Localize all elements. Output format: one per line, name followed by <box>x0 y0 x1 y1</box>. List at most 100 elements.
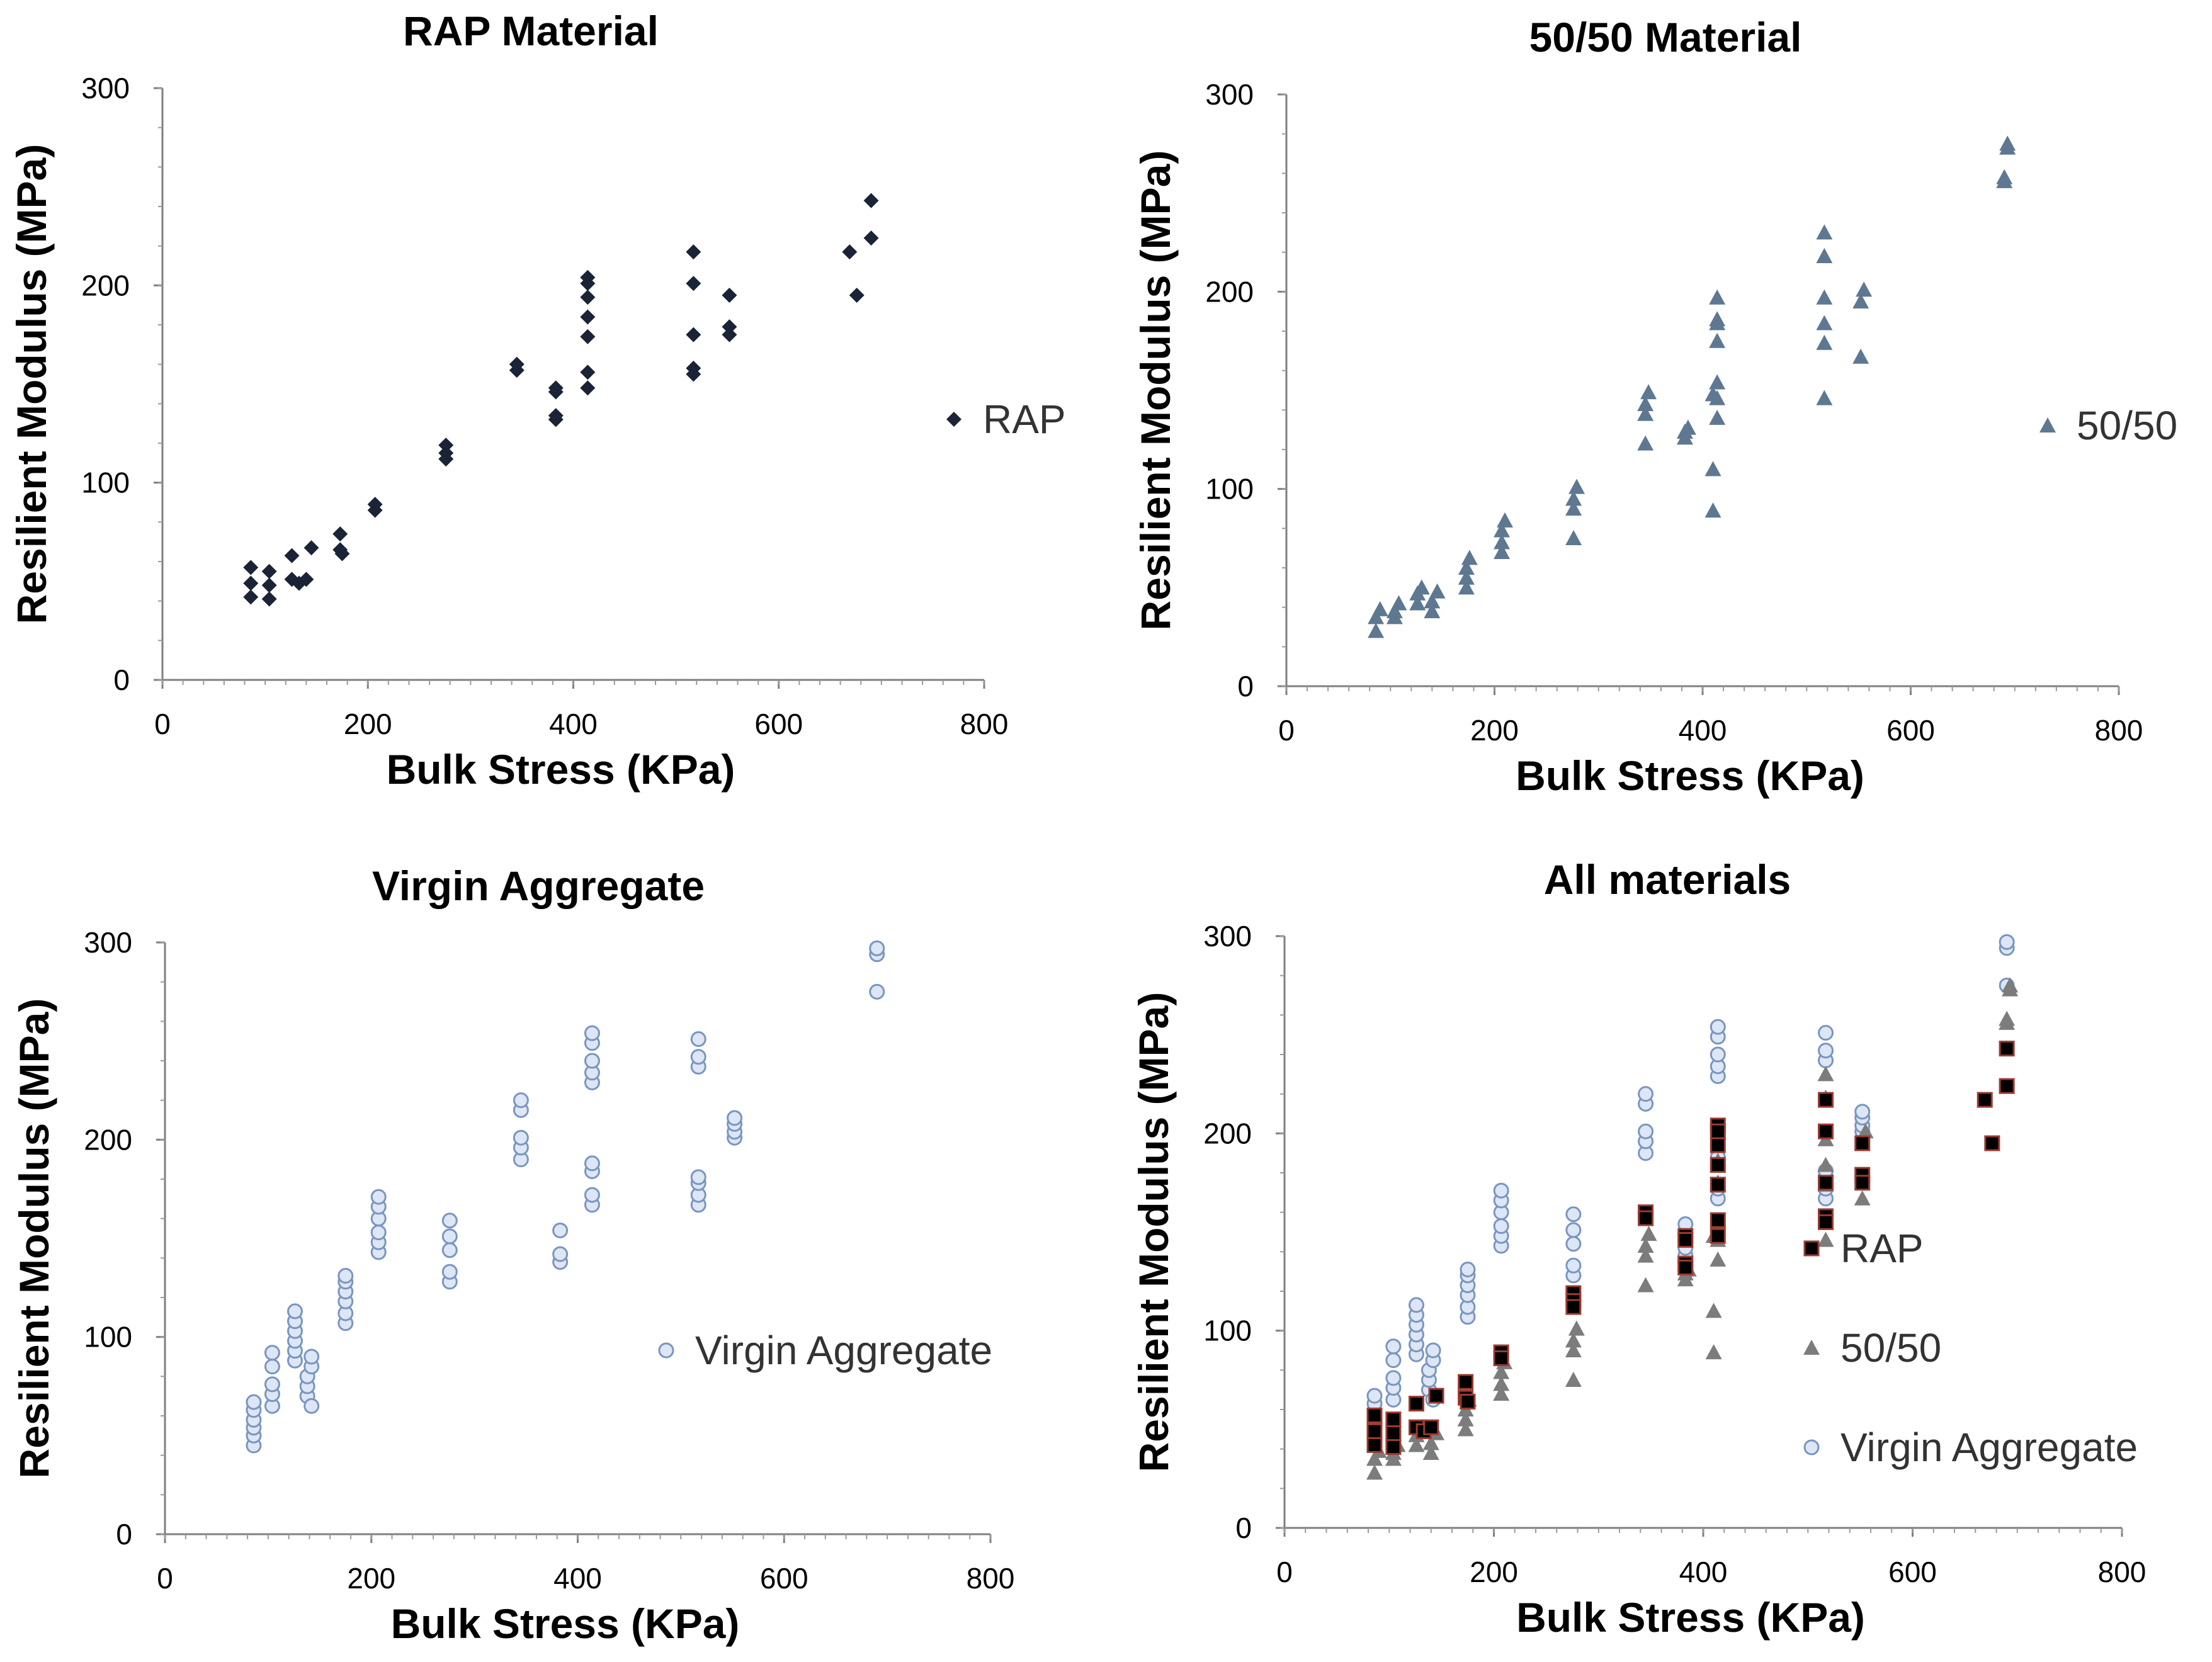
virgin-aggregate-point <box>264 1345 280 1361</box>
virgin-aggregate-point <box>337 1268 354 1284</box>
50-50-point <box>1565 1332 1582 1348</box>
chart-title: RAP Material <box>403 8 659 54</box>
virgin-aggregate-point <box>690 1049 706 1065</box>
rap-point <box>1458 1374 1474 1390</box>
y-tick-label: 100 <box>1205 473 1254 506</box>
virgin-aggregate-point <box>264 1359 280 1375</box>
legend: Virgin Aggregate <box>658 1328 992 1373</box>
legend-label-50-50: 50/50 <box>1840 1325 1941 1371</box>
50-50-point <box>1640 1226 1657 1241</box>
50-50-point <box>1854 1190 1871 1206</box>
rap-point <box>686 244 701 260</box>
50-50-point <box>1386 602 1403 618</box>
y-tick-label: 200 <box>1205 275 1254 308</box>
rap-point <box>1677 1232 1694 1248</box>
50-50-point <box>1637 405 1654 421</box>
x-tick-label: 400 <box>549 708 598 740</box>
rap-point <box>243 575 259 591</box>
rap-point <box>1984 1135 2000 1151</box>
legend: RAP <box>946 397 1066 442</box>
chart-title: All materials <box>1544 856 1791 903</box>
legend-marker-50-50 <box>2039 417 2056 433</box>
rap-point <box>686 366 701 382</box>
y-axis-title: Resilient Modulus (MPa) <box>1132 150 1179 631</box>
chart-panel-50-50-material: 50/50 Material 0 100 200 300 0 200 400 600 800 Bul… <box>1132 14 2177 799</box>
50-50-point <box>1640 384 1657 400</box>
rap-point <box>842 244 858 260</box>
50-50-point <box>1409 595 1426 611</box>
50-50-point <box>1390 595 1407 611</box>
50-50-point <box>1710 1251 1727 1267</box>
x-tick-label: 0 <box>154 708 171 740</box>
50-50-point <box>1852 293 1869 309</box>
virgin-aggregate-point <box>584 1155 600 1172</box>
x-tick-label: 200 <box>344 708 392 740</box>
rap-point <box>580 276 596 291</box>
50-50-point <box>1457 1421 1474 1437</box>
50-50-point <box>1709 311 1726 327</box>
50-50-point <box>1679 419 1696 435</box>
virgin-aggregate-point <box>1710 1019 1726 1035</box>
rap-point <box>548 412 564 427</box>
50-50-point <box>1413 579 1430 595</box>
50-50-point <box>1424 593 1441 609</box>
virgin-aggregate-point <box>1366 1388 1383 1404</box>
virgin-aggregate-point <box>286 1303 303 1320</box>
legend: 50/50 <box>2039 403 2177 448</box>
rap-point <box>849 288 865 303</box>
y-axis-title: Resilient Modulus (MPa) <box>11 998 57 1479</box>
50-50-point <box>1817 1231 1834 1247</box>
rap-point <box>1638 1210 1654 1226</box>
y-tick-label: 100 <box>1203 1314 1252 1347</box>
rap-point <box>1423 1419 1439 1435</box>
virgin-aggregate-point <box>1385 1352 1402 1369</box>
virgin-aggregate-point <box>246 1394 262 1410</box>
50-50-point <box>1497 512 1514 528</box>
rap-point <box>1677 1259 1694 1275</box>
50-50-point <box>1458 579 1475 595</box>
50-50-point <box>1371 601 1388 616</box>
50-50-point <box>1422 1435 1439 1450</box>
rap-point <box>298 572 314 587</box>
rap-point <box>1818 1092 1834 1108</box>
50-50-point <box>1422 1444 1439 1460</box>
y-tick-label: 0 <box>116 1518 132 1551</box>
50-50-point <box>1817 1066 1834 1082</box>
y-axis-title: Resilient Modulus (MPa) <box>1130 992 1177 1473</box>
virgin-aggregate-point <box>727 1110 743 1126</box>
50-50-point <box>1565 490 1582 506</box>
rap-point <box>261 591 277 607</box>
virgin-aggregate-point <box>869 983 885 1000</box>
series-rap <box>243 193 879 607</box>
50-50-point <box>1996 169 2013 184</box>
virgin-aggregate-point <box>1565 1236 1582 1252</box>
50-50-point <box>1852 348 1869 364</box>
virgin-aggregate-point <box>1460 1262 1476 1278</box>
x-tick-label: 800 <box>967 1562 1015 1595</box>
virgin-aggregate-point <box>1818 1025 1834 1041</box>
50-50-point <box>1816 334 1833 350</box>
50-50-point <box>1856 281 1873 297</box>
rap-point <box>722 327 737 342</box>
x-tick-label: 200 <box>1470 1556 1518 1588</box>
50-50-point <box>1999 135 2016 151</box>
50-50-point <box>1565 1342 1582 1358</box>
rap-point <box>1710 1212 1726 1228</box>
virgin-aggregate-point <box>869 940 885 956</box>
rap-point <box>261 577 277 593</box>
rap-point <box>1818 1175 1834 1191</box>
virgin-aggregate-point <box>1493 1182 1509 1199</box>
virgin-aggregate-point <box>1385 1370 1402 1386</box>
rap-point <box>1710 1177 1726 1193</box>
rap-point <box>1385 1439 1402 1456</box>
50-50-point <box>1705 1344 1722 1360</box>
chart-panel-virgin-aggregate: Virgin Aggregate 0 100 200 300 0 200 400 600 800 B… <box>11 862 1014 1647</box>
y-tick-label: 200 <box>84 1123 132 1156</box>
virgin-aggregate-point <box>1999 934 2015 950</box>
50-50-point <box>1816 247 1833 263</box>
50-50-point <box>1709 390 1726 405</box>
x-tick-label: 0 <box>1278 714 1295 747</box>
chart-title: Virgin Aggregate <box>372 862 705 909</box>
x-tick-label: 200 <box>1470 714 1519 747</box>
x-tick-label: 200 <box>347 1562 395 1595</box>
